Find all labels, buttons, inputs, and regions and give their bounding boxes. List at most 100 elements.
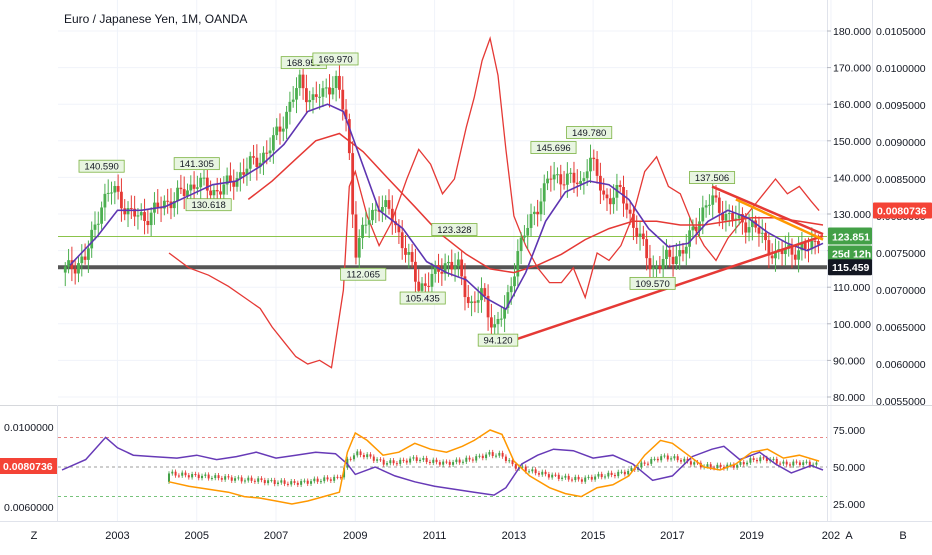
- candle-body: [357, 238, 361, 258]
- candle-body: [635, 227, 639, 238]
- indicator-left-tick-label: 0.0060000: [4, 502, 54, 514]
- inverse-axis-tick-label: 0.0075000: [876, 248, 926, 260]
- indicator-candle-body: [792, 461, 795, 466]
- trendline[interactable]: [711, 185, 824, 236]
- indicator-candle-body: [567, 475, 570, 480]
- corner-a-button[interactable]: A: [845, 530, 853, 542]
- inverse-price-line: [168, 36, 820, 369]
- candle-body: [694, 226, 698, 231]
- candle-body: [199, 177, 203, 188]
- candle-body: [139, 212, 143, 216]
- indicator-right-tick-label: 50.000: [833, 462, 865, 474]
- candle-body: [222, 184, 226, 195]
- indicator-candle-body: [570, 479, 573, 481]
- corner-b-button[interactable]: B: [899, 530, 906, 542]
- indicator-candle-body: [329, 479, 332, 481]
- trendline[interactable]: [497, 234, 824, 347]
- indicator-candle-body: [653, 458, 656, 460]
- candle-body: [334, 75, 338, 89]
- indicator-candle-body: [732, 464, 735, 468]
- candle-body: [813, 240, 817, 242]
- candle-body: [483, 288, 487, 296]
- indicator-candle-body: [812, 464, 815, 466]
- candle-body: [308, 99, 312, 103]
- price-annotation-text: 105.435: [406, 294, 440, 305]
- candle-body: [215, 190, 219, 192]
- candle-body: [552, 174, 556, 180]
- price-axis-tick-label: 170.000: [833, 63, 871, 75]
- price-axis-right[interactable]: 0.0105000 0.0100000 0.0095000 0.0090000 0.00…: [876, 26, 926, 408]
- candle-body: [708, 204, 711, 206]
- indicator-candle-body: [438, 462, 441, 465]
- indicator-candle-body: [491, 452, 494, 456]
- indicator-candle-body: [498, 452, 501, 456]
- indicator-candle-body: [716, 464, 719, 469]
- trendline[interactable]: [735, 198, 824, 241]
- candle-body: [790, 244, 794, 255]
- corner-z-label[interactable]: Z: [31, 530, 38, 542]
- svg-text:115.459: 115.459: [832, 262, 870, 274]
- candle-body: [727, 213, 731, 215]
- indicator-candle-body: [386, 463, 389, 465]
- price-annotation-label: 123.328: [431, 223, 478, 236]
- trendlines[interactable]: [497, 185, 824, 347]
- indicator-candle-body: [191, 474, 194, 478]
- candle-body: [291, 99, 295, 102]
- candle-body: [503, 307, 507, 319]
- candle-body: [793, 254, 797, 260]
- candle-body: [90, 229, 94, 249]
- indicator-candle-body: [782, 461, 785, 464]
- inverse-series: [168, 36, 820, 369]
- candle-body: [103, 193, 107, 208]
- candle-body: [149, 212, 153, 226]
- candle-body: [589, 157, 592, 172]
- indicator-candle-body: [310, 481, 313, 484]
- candle-body: [618, 184, 622, 187]
- candle-body: [100, 207, 104, 224]
- candle-body: [182, 189, 186, 197]
- indicator-candle-body: [356, 451, 359, 456]
- candle-body: [73, 268, 77, 274]
- price-axis-tick-label: 100.000: [833, 319, 871, 331]
- indicator-candle-body: [326, 477, 329, 480]
- indicator-candle-body: [428, 461, 431, 463]
- indicator-axes[interactable]: 75.000 50.000 25.000 0.0100000 0.0060000 0.00…: [0, 422, 865, 514]
- price-annotation-label: 109.570: [629, 276, 676, 290]
- candle-body: [466, 297, 470, 304]
- indicator-candle-body: [243, 480, 246, 482]
- indicator-candle-body: [448, 461, 451, 465]
- candle-body: [77, 263, 80, 274]
- price-axis-left[interactable]: 180.000 170.000 160.000 150.000 140.000 130.0…: [827, 26, 871, 404]
- candle-body: [179, 187, 183, 190]
- candle-body: [417, 281, 421, 291]
- price-annotation-label: 169.970: [312, 52, 359, 65]
- indicator-candle-body: [359, 451, 362, 455]
- indicator-candle-body: [623, 471, 626, 475]
- indicator-candle-body: [789, 464, 792, 466]
- indicator-candle-body: [604, 476, 607, 478]
- candle-body: [301, 74, 305, 89]
- candle-body: [120, 191, 123, 209]
- candle-body: [648, 258, 652, 269]
- price-annotation-text: 137.506: [695, 173, 729, 184]
- indicator-candle-body: [557, 474, 560, 479]
- candle-body: [225, 175, 229, 185]
- indicator-candle-body: [303, 480, 306, 482]
- price-annotation-text: 141.305: [180, 159, 214, 170]
- indicator-candle-body: [280, 480, 283, 483]
- time-axis[interactable]: 2003 2005 2007 2009 2011 2013 2015 2017 2019 202: [105, 530, 840, 542]
- ma-long-line: [247, 132, 824, 274]
- candle-body: [529, 214, 533, 228]
- candle-body: [186, 190, 189, 197]
- candle-body: [354, 214, 358, 258]
- candle-body: [496, 318, 500, 325]
- indicator-candle-body: [452, 462, 455, 465]
- indicator-candle-body: [485, 454, 488, 459]
- candle-body: [638, 233, 642, 238]
- candle-body: [397, 225, 401, 233]
- indicator-candle-body: [577, 476, 580, 480]
- indicator-candle-body: [746, 462, 749, 465]
- inverse-axis-tick-label: 0.0065000: [876, 322, 926, 334]
- indicator-candle-body: [600, 473, 603, 478]
